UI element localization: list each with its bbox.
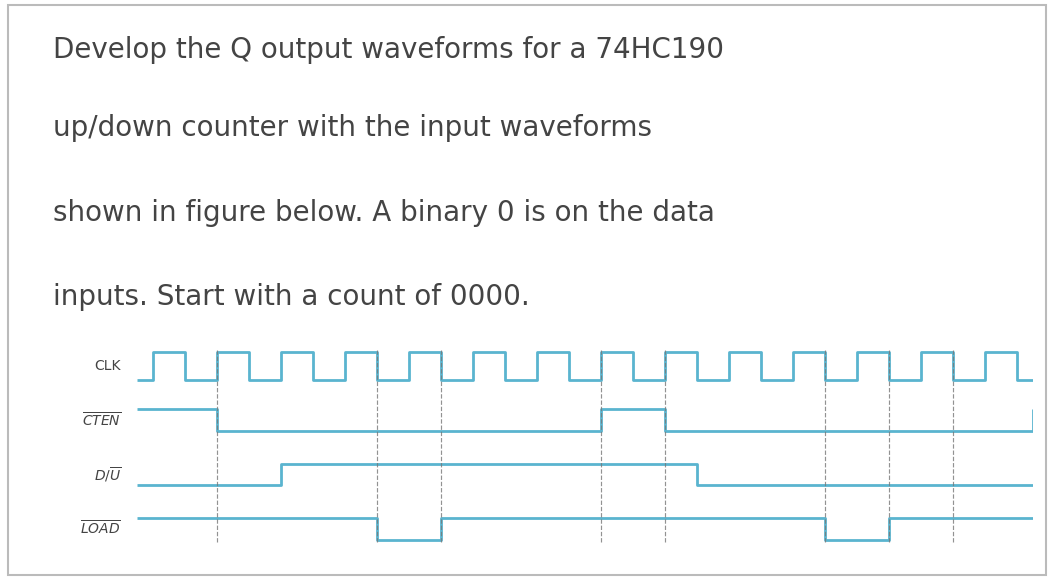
Text: $\overline{LOAD}$: $\overline{LOAD}$ xyxy=(80,520,121,538)
Text: $\overline{CTEN}$: $\overline{CTEN}$ xyxy=(82,411,121,429)
Text: inputs. Start with a count of 0000.: inputs. Start with a count of 0000. xyxy=(53,283,529,311)
Text: shown in figure below. A binary 0 is on the data: shown in figure below. A binary 0 is on … xyxy=(53,198,715,227)
Text: up/down counter with the input waveforms: up/down counter with the input waveforms xyxy=(53,114,651,142)
Text: $D/\overline{U}$: $D/\overline{U}$ xyxy=(94,465,121,484)
Text: CLK: CLK xyxy=(95,359,121,373)
Text: Develop the Q output waveforms for a 74HC190: Develop the Q output waveforms for a 74H… xyxy=(53,36,724,64)
